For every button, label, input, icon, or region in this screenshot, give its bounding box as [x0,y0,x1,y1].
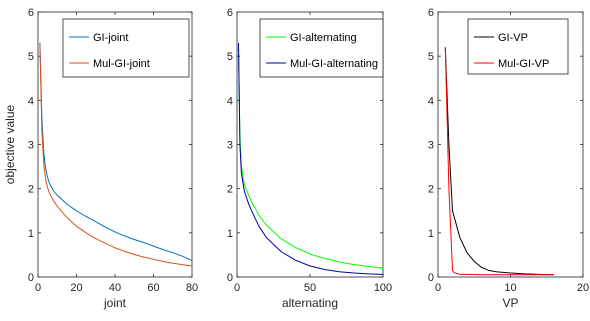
y-tick-label: 5 [227,51,233,63]
y-tick-label: 0 [28,272,34,284]
y-tick-label: 0 [227,272,233,284]
legend-box [62,18,190,78]
y-tick-label: 1 [227,228,233,240]
x-tick-label: 80 [186,282,198,294]
x-tick-label: 0 [435,282,441,294]
legend: GI-alternating Mul-GI-alternating [259,18,384,78]
y-tick-label: 3 [28,140,34,152]
y-tick-label: 0 [428,272,434,284]
panel-2: 0 1 2 3 4 5 6 0 50 100 alternating GI-alternating Mu… [227,7,392,310]
series-line-1 [238,45,384,269]
x-tick-label: 20 [577,282,589,294]
legend-box [259,18,384,78]
y-tick-label: 3 [227,140,233,152]
x-tick-label: 100 [374,282,392,294]
series-line-2 [444,47,554,276]
y-axis-label: objective value [3,104,17,184]
x-axis-label: VP [502,296,518,310]
legend: GI-joint Mul-GI-joint [62,18,190,78]
y-tick-label: 5 [428,51,434,63]
series-line-2 [238,42,384,275]
legend: GI-VP Mul-GI-VP [467,18,569,75]
panel-3: 0 1 2 3 4 5 6 0 10 20 VP GI-VP Mul-GI-VP [428,7,589,310]
legend-label: GI-VP [498,32,528,44]
y-tick-label: 3 [428,140,434,152]
legend-label: Mul-GI-alternating [290,58,378,70]
legend-label: Mul-GI-joint [93,58,150,70]
x-tick-label: 0 [234,282,240,294]
legend-label: GI-joint [93,32,128,44]
y-tick-label: 6 [28,7,34,19]
x-tick-label: 60 [147,282,159,294]
x-tick-label: 40 [109,282,121,294]
legend-label: Mul-GI-VP [498,58,549,70]
x-axis-label: alternating [282,296,338,310]
legend-label: GI-alternating [290,32,357,44]
y-tick-label: 2 [428,184,434,196]
series-line-2 [39,45,193,267]
x-tick-label: 0 [35,282,41,294]
y-tick-label: 2 [227,184,233,196]
y-tick-label: 4 [28,95,34,107]
y-tick-label: 6 [428,7,434,19]
legend-box [467,18,569,75]
y-tick-label: 5 [28,51,34,63]
x-tick-label: 20 [70,282,82,294]
y-tick-label: 4 [227,95,233,107]
y-tick-label: 1 [428,228,434,240]
x-axis-label: joint [103,296,127,310]
series-line-1 [444,47,555,276]
y-tick-label: 2 [28,184,34,196]
y-tick-label: 6 [227,7,233,19]
y-tick-label: 4 [428,95,434,107]
x-tick-label: 10 [504,282,516,294]
y-tick-label: 1 [28,228,34,240]
x-tick-label: 50 [304,282,316,294]
series-line-1 [39,42,193,262]
